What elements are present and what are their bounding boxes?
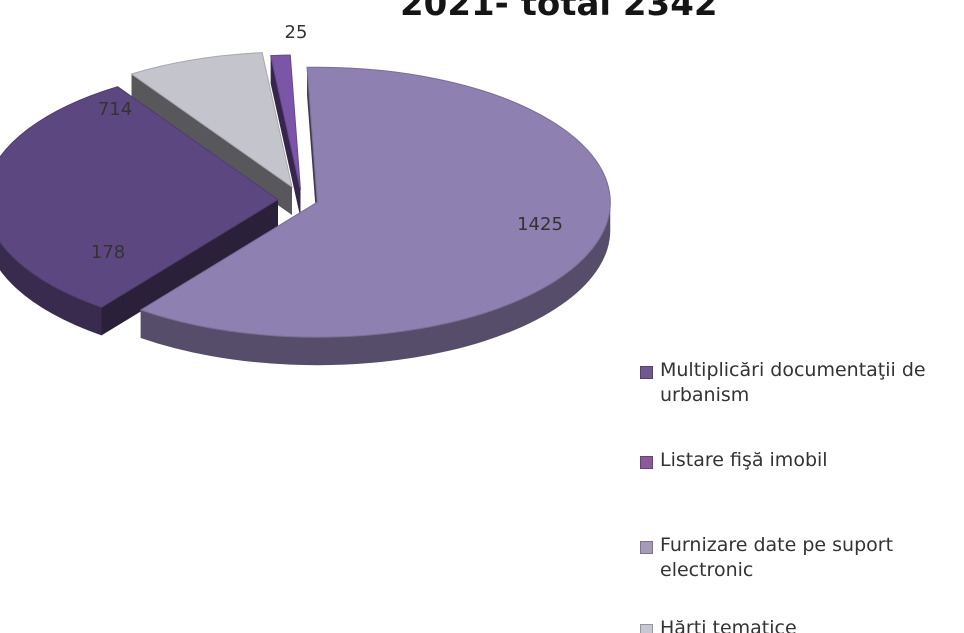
pie-slice-top [0,86,279,308]
data-label: 178 [91,242,125,263]
pie-slice-wall [101,199,279,336]
legend-swatch [640,456,653,469]
pie-slice [130,52,293,215]
legend-item: Furnizare date pe suport electronic [640,533,960,616]
pie-slice-wall [270,55,301,218]
pie-slice-top [139,66,611,338]
pie-slice-top [270,54,301,190]
pie-slice [139,66,611,366]
pie-slice-side [140,202,611,366]
legend-swatch [640,541,653,554]
data-label: 25 [285,22,308,43]
chart-title: 2021- total 2342 [400,0,718,24]
legend-swatch [640,624,653,633]
legend-label: Listare fişă imobil [660,449,828,471]
pie-slice-top [130,52,293,189]
data-label: 1425 [517,214,563,235]
legend-label: Furnizare date pe suport electronic [660,534,894,581]
pie-slice [0,86,279,336]
legend: Multiplicări documentaţii de urbanism Li… [640,358,960,633]
pie-slice-wall [131,74,292,215]
legend-item: Multiplicări documentaţii de urbanism [640,358,960,448]
legend-label: Hărţi tematice [660,617,797,633]
pie-slices [0,52,611,366]
pie-slice-wall [307,67,318,231]
data-label: 714 [98,99,132,120]
legend-swatch [640,366,653,379]
legend-item: Listare fişă imobil [640,448,960,533]
pie-slice-labels: 1425 714 178 25 [91,22,563,263]
pie-slice [270,54,301,218]
legend-label: Multiplicări documentaţii de urbanism [660,359,926,406]
pie-slice-side [0,242,102,336]
legend-item: Hărţi tematice [640,616,960,633]
